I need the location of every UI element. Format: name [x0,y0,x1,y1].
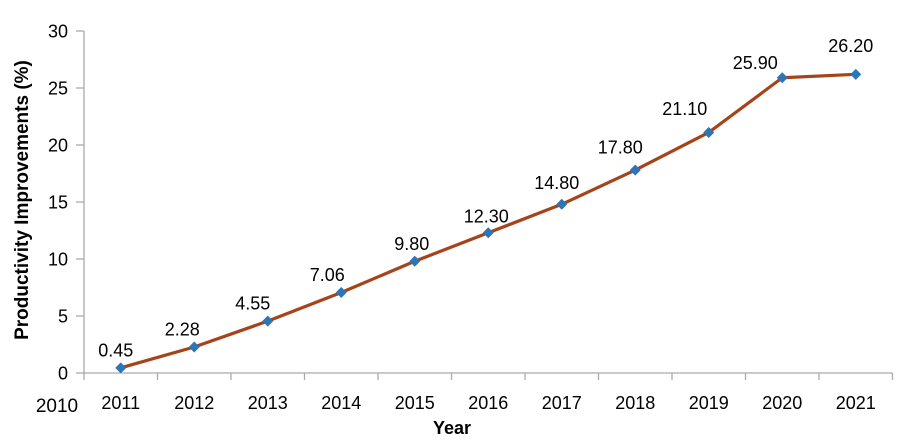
y-tick-label: 0 [58,364,68,384]
x-tick-label: 2018 [615,393,655,413]
data-point-label: 21.10 [662,99,707,119]
data-point-marker [409,255,421,267]
data-point-marker [335,287,347,299]
y-tick-label: 10 [48,250,68,270]
data-point-label: 12.30 [464,206,509,226]
x-tick-label: 2019 [689,393,729,413]
data-point-marker [776,72,788,84]
data-point-marker [262,315,274,327]
data-point-label: 26.20 [828,36,873,56]
y-tick-label: 20 [48,136,68,156]
data-point-marker [556,198,568,210]
x-tick-label: 2017 [542,393,582,413]
y-tick-label: 25 [48,79,68,99]
data-point-label: 2.28 [165,320,200,340]
data-point-label: 9.80 [394,234,429,254]
data-point-label: 17.80 [598,138,643,158]
data-point-marker [482,227,494,239]
data-point-label: 7.06 [310,265,345,285]
y-tick-label: 5 [58,307,68,327]
data-point-label: 4.55 [235,294,270,314]
x-tick-label: 2010 [36,396,78,417]
x-tick-label: 2016 [468,393,508,413]
x-tick-label: 2020 [762,393,802,413]
x-tick-label: 2014 [321,393,361,413]
data-point-marker [850,68,862,80]
data-point-marker [188,341,200,353]
y-tick-label: 30 [48,22,68,42]
x-tick-label: 2021 [836,393,876,413]
x-tick-label: 2012 [174,393,214,413]
data-point-marker [115,362,127,374]
x-axis-title: Year [432,418,472,438]
data-point-label: 0.45 [98,340,133,360]
x-tick-label: 2015 [395,393,435,413]
data-point-label: 14.80 [534,173,579,193]
x-tick-label: 2011 [101,393,140,413]
data-point-marker [629,164,641,176]
data-point-label: 25.90 [733,53,778,73]
y-tick-label: 15 [48,193,68,213]
x-tick-label: 2013 [248,393,288,413]
y-axis-title: Productivity Improvements (%) [12,60,33,340]
data-point-marker [703,126,715,138]
